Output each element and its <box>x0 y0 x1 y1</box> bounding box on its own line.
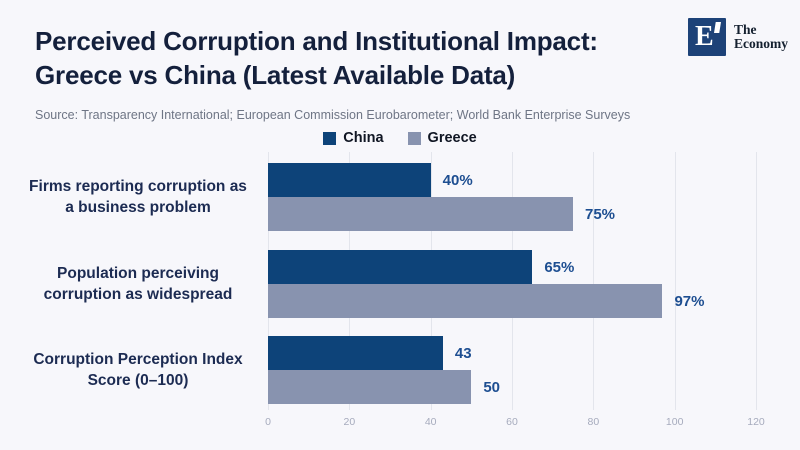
category-label-2: Corruption Perception Index Score (0–100) <box>33 351 243 389</box>
page-title: Perceived Corruption and Institutional I… <box>35 24 683 92</box>
x-axis-tick-label-80: 80 <box>587 416 600 428</box>
source-note: Source: Transparency International; Euro… <box>35 108 631 122</box>
gridline-x-80 <box>593 152 595 410</box>
value-label-china-1: 65% <box>544 258 575 276</box>
value-label-greece-1: 97% <box>674 292 705 310</box>
logo-mark: E <box>688 18 726 56</box>
legend-swatch-greece <box>407 131 421 145</box>
x-axis-tick-label-20: 20 <box>343 416 356 428</box>
brand-logo: E The Economy <box>688 18 788 56</box>
logo-wordmark: The Economy <box>734 23 788 51</box>
legend-label-greece: Greece <box>427 130 477 146</box>
bar-china-1 <box>268 250 533 284</box>
value-label-greece-2: 50 <box>483 378 501 396</box>
gridline-x-100 <box>674 152 676 410</box>
logo-word-the: The <box>734 22 757 37</box>
title-line-1: Perceived Corruption and Institutional I… <box>35 26 598 56</box>
legend-swatch-china <box>323 131 337 145</box>
logo-accent-icon <box>714 22 721 33</box>
gridline-x-120 <box>756 152 757 410</box>
title-line-2: Greece vs China (Latest Available Data) <box>35 60 516 90</box>
x-axis-tick-label-0: 0 <box>265 416 271 428</box>
bar-china-0 <box>268 163 431 197</box>
logo-letter: E <box>695 21 714 52</box>
bar-china-2 <box>268 336 443 370</box>
x-axis-tick-label-60: 60 <box>506 416 518 428</box>
bar-greece-0 <box>268 197 573 231</box>
chart-legend: China Greece <box>0 130 800 146</box>
bar-greece-1 <box>268 284 663 318</box>
x-axis-tick-label-120: 120 <box>747 416 765 428</box>
bar-greece-2 <box>268 370 472 404</box>
legend-item-china: China <box>323 130 384 146</box>
category-label-0: Firms reporting corruption as a business … <box>29 178 247 216</box>
value-label-china-2: 43 <box>454 344 472 362</box>
value-label-greece-0: 75% <box>585 205 616 223</box>
legend-label-china: China <box>343 130 384 146</box>
value-label-china-0: 40% <box>442 171 473 189</box>
category-label-1: Population perceiving corruption as wides… <box>43 265 233 303</box>
legend-item-greece: Greece <box>407 130 477 146</box>
x-axis-tick-label-40: 40 <box>424 416 437 428</box>
logo-word-economy: Economy <box>734 36 788 51</box>
x-axis-tick-label-100: 100 <box>665 416 684 428</box>
